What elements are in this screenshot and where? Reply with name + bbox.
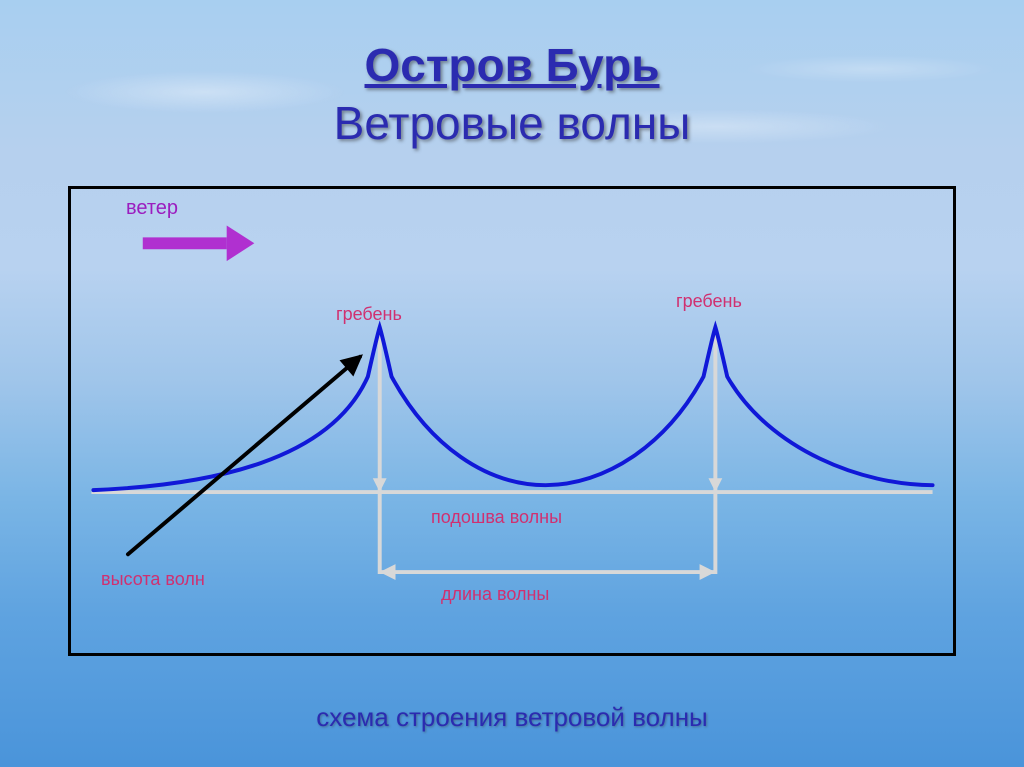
- wave-height-arrow: [128, 354, 363, 554]
- title-sub: Ветровые волны: [0, 96, 1024, 150]
- wind-arrow: [143, 226, 255, 262]
- title-main: Остров Бурь: [365, 38, 660, 92]
- wind-label: ветер: [126, 197, 178, 220]
- crest-label-2: гребень: [676, 291, 742, 312]
- title-block: Остров Бурь Ветровые волны: [0, 38, 1024, 150]
- diagram-caption: схема строения ветровой волны: [0, 702, 1024, 733]
- wave-length-label: длина волны: [441, 584, 549, 605]
- diagram-frame: ветер гребень гребень подошва волны высо…: [68, 186, 956, 656]
- wave-curve: [93, 327, 932, 490]
- wave-height-label: высота волн: [101, 569, 205, 590]
- crest-label-1: гребень: [336, 304, 402, 325]
- trough-label: подошва волны: [431, 507, 562, 528]
